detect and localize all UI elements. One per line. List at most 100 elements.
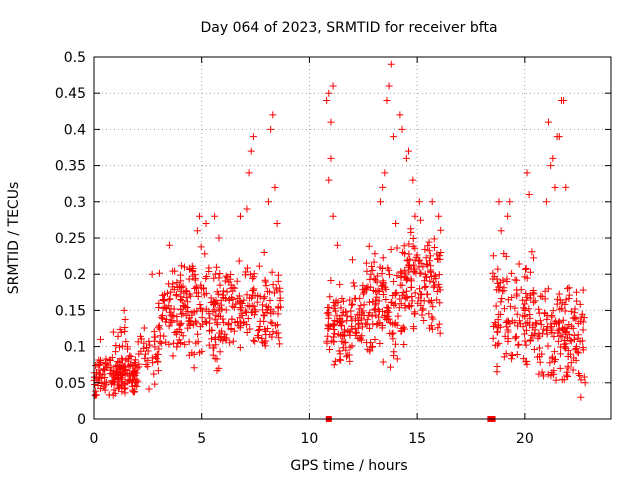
data-point — [556, 350, 564, 358]
data-point — [359, 307, 367, 315]
data-point — [216, 270, 224, 278]
data-point — [336, 315, 344, 323]
data-point — [520, 330, 528, 338]
data-point — [541, 310, 549, 318]
data-point — [538, 293, 546, 301]
x-tick-label: 10 — [301, 431, 319, 447]
data-point — [419, 263, 427, 271]
data-point — [494, 328, 502, 336]
data-point — [397, 327, 405, 335]
data-point — [563, 371, 571, 379]
data-point — [565, 320, 573, 328]
data-point — [177, 262, 185, 270]
data-point — [513, 310, 521, 318]
data-point — [142, 343, 150, 351]
data-point — [209, 308, 217, 316]
data-point — [248, 287, 256, 295]
y-tick-label: 0.2 — [64, 267, 86, 283]
data-point — [391, 291, 399, 299]
data-point — [359, 323, 367, 331]
data-point — [392, 220, 400, 228]
data-point — [559, 316, 567, 324]
data-point — [365, 311, 373, 319]
data-point — [364, 345, 372, 353]
data-point — [573, 297, 581, 305]
data-point — [188, 309, 196, 317]
data-point — [408, 297, 416, 305]
data-point — [389, 320, 397, 328]
data-point — [145, 385, 153, 393]
data-point — [384, 304, 392, 312]
data-point — [535, 353, 543, 361]
data-point — [140, 339, 148, 347]
data-point — [545, 118, 553, 126]
data-point — [421, 245, 429, 253]
data-point — [227, 325, 235, 333]
data-point — [497, 298, 505, 306]
data-point — [573, 348, 581, 356]
data-point — [104, 361, 112, 369]
data-point — [431, 282, 439, 290]
data-point — [140, 324, 148, 332]
data-point — [330, 325, 338, 333]
data-point — [179, 282, 187, 290]
data-point — [207, 335, 215, 343]
data-point — [529, 287, 537, 295]
data-point — [388, 330, 396, 338]
data-point — [362, 259, 370, 267]
data-point — [537, 320, 545, 328]
data-point — [351, 294, 359, 302]
data-point — [226, 339, 234, 347]
data-point — [433, 250, 441, 258]
data-point — [435, 271, 443, 279]
data-point — [495, 339, 503, 347]
data-point — [379, 308, 387, 316]
data-point — [187, 318, 195, 326]
data-point — [348, 325, 356, 333]
data-point — [276, 284, 284, 292]
data-point — [271, 183, 279, 191]
data-point — [261, 278, 269, 286]
data-point — [263, 324, 271, 332]
data-point — [269, 281, 277, 289]
data-point — [255, 262, 263, 270]
data-point — [260, 311, 268, 319]
data-point — [349, 279, 357, 287]
data-point — [508, 317, 516, 325]
data-point — [363, 339, 371, 347]
data-point — [260, 248, 268, 256]
data-point — [564, 364, 572, 372]
data-point — [205, 341, 213, 349]
data-point — [154, 323, 162, 331]
data-point — [276, 340, 284, 348]
data-point — [371, 250, 379, 258]
data-point — [251, 337, 259, 345]
data-point — [114, 332, 122, 340]
data-point — [194, 292, 202, 300]
data-point — [383, 303, 391, 311]
data-point — [246, 270, 254, 278]
data-point — [266, 288, 274, 296]
data-point — [184, 308, 192, 316]
data-point — [370, 258, 378, 266]
data-point — [400, 341, 408, 349]
data-point — [427, 298, 435, 306]
data-point — [173, 313, 181, 321]
data-point — [217, 312, 225, 320]
data-point — [378, 282, 386, 290]
data-point — [399, 323, 407, 331]
data-point — [409, 234, 417, 242]
data-point — [495, 310, 503, 318]
data-point — [180, 263, 188, 271]
data-point — [410, 267, 418, 275]
data-point — [346, 343, 354, 351]
data-point — [331, 330, 339, 338]
data-point — [390, 348, 398, 356]
data-point — [91, 392, 99, 400]
data-point — [557, 343, 565, 351]
data-point — [112, 362, 120, 370]
data-point — [497, 227, 505, 235]
y-tick-label: 0.45 — [55, 86, 86, 102]
data-point — [267, 125, 275, 133]
data-point — [142, 360, 150, 368]
